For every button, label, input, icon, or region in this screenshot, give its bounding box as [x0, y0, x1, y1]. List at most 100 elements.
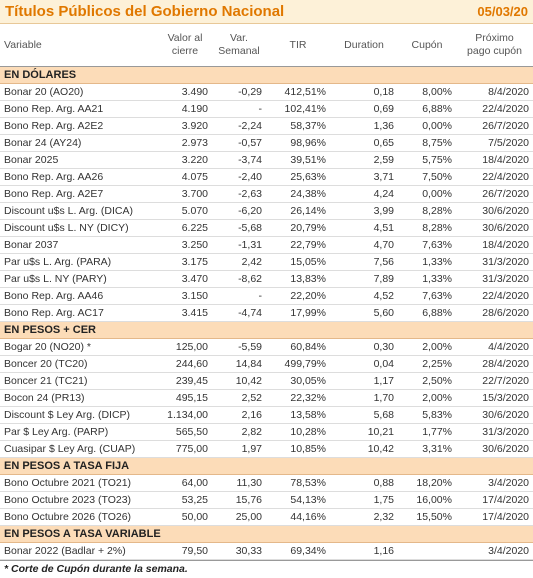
cell: 1,33%: [398, 253, 456, 271]
cell: 2.973: [158, 134, 212, 152]
header-text: Semanal: [218, 45, 260, 57]
cell: 4.075: [158, 168, 212, 186]
data-row: Par u$s L. Arg. (PARA) 3.175 2,42 15,05% 7,5…: [0, 253, 533, 271]
cell: 30/6/2020: [456, 440, 533, 458]
cell: -2,40: [212, 168, 266, 186]
cell: 15/3/2020: [456, 389, 533, 407]
cell: 11,30: [212, 474, 266, 492]
cell: 50,00: [158, 508, 212, 526]
cell: 8,75%: [398, 134, 456, 152]
cell: 0,18: [330, 83, 398, 101]
cell: -5,68: [212, 219, 266, 237]
cell: Bono Octubre 2021 (TO21): [0, 474, 158, 492]
header-text: Próximo: [475, 32, 514, 44]
header-text: pago cupón: [467, 45, 522, 57]
cell: 54,13%: [266, 491, 330, 509]
cell: 3.700: [158, 185, 212, 203]
cell: Bono Octubre 2023 (TO23): [0, 491, 158, 509]
cell: 10,42: [212, 372, 266, 390]
cell: 24,38%: [266, 185, 330, 203]
data-row: Bocon 24 (PR13) 495,15 2,52 22,32% 1,70 2,00%…: [0, 389, 533, 407]
cell: 22,79%: [266, 236, 330, 254]
cell: 0,65: [330, 134, 398, 152]
cell: Bonar 20 (AO20): [0, 83, 158, 101]
cell: 44,16%: [266, 508, 330, 526]
cell: 5,68: [330, 406, 398, 424]
cell: 26,14%: [266, 202, 330, 220]
cell: 15,76: [212, 491, 266, 509]
cell: Discount u$s L. NY (DICY): [0, 219, 158, 237]
cell: 31/3/2020: [456, 253, 533, 271]
cell: 17/4/2020: [456, 491, 533, 509]
cell: Bonar 24 (AY24): [0, 134, 158, 152]
cell: 8,00%: [398, 83, 456, 101]
cell: 39,51%: [266, 151, 330, 169]
cell: 2,42: [212, 253, 266, 271]
title: Títulos Públicos del Gobierno Nacional: [5, 3, 285, 20]
cell: 1,33%: [398, 270, 456, 288]
cell: 4.190: [158, 100, 212, 118]
cell: 5.070: [158, 202, 212, 220]
cell: 6.225: [158, 219, 212, 237]
header-text: Valor al: [167, 32, 203, 44]
cell: 3.250: [158, 236, 212, 254]
cell: [398, 542, 456, 560]
cell: -: [212, 287, 266, 305]
cell: 5,83%: [398, 406, 456, 424]
cell: 0,88: [330, 474, 398, 492]
cell: 31/3/2020: [456, 423, 533, 441]
cell: 8,28%: [398, 219, 456, 237]
cell: 2,59: [330, 151, 398, 169]
section-row: EN PESOS + CER: [0, 321, 533, 339]
cell: -0,57: [212, 134, 266, 152]
data-row: Bonar 20 (AO20) 3.490 -0,29 412,51% 0,18 8,00…: [0, 83, 533, 101]
cell: 22/7/2020: [456, 372, 533, 390]
cell: 7/5/2020: [456, 134, 533, 152]
cell: 3.220: [158, 151, 212, 169]
cell: 58,37%: [266, 117, 330, 135]
column-header: Valor al cierre: [158, 24, 212, 67]
cell: -8,62: [212, 270, 266, 288]
cell: -: [212, 100, 266, 118]
cell: -2,24: [212, 117, 266, 135]
cell: Bonar 2025: [0, 151, 158, 169]
cell: 31/3/2020: [456, 270, 533, 288]
cell: 4/4/2020: [456, 338, 533, 356]
header-text: cierre: [171, 45, 199, 57]
cell: -4,74: [212, 304, 266, 322]
cell: Par $ Ley Arg. (PARP): [0, 423, 158, 441]
data-row: Par $ Ley Arg. (PARP) 565,50 2,82 10,28% 10,…: [0, 423, 533, 441]
data-row: Bono Octubre 2026 (TO26) 50,00 25,00 44,16%…: [0, 508, 533, 526]
cell: 69,34%: [266, 542, 330, 560]
cell: 0,04: [330, 355, 398, 373]
cell: 1,77%: [398, 423, 456, 441]
data-row: Bono Rep. Arg. A2E7 3.700 -2,63 24,38% 4,24 0…: [0, 185, 533, 203]
cell: 499,79%: [266, 355, 330, 373]
cell: 3.150: [158, 287, 212, 305]
cell: 4,70: [330, 236, 398, 254]
footnote: * Corte de Cupón durante la semana.: [0, 560, 533, 578]
cell: 5,75%: [398, 151, 456, 169]
section-row: EN PESOS A TASA FIJA: [0, 457, 533, 475]
cell: 22,20%: [266, 287, 330, 305]
cell: 3.415: [158, 304, 212, 322]
cell: 28/4/2020: [456, 355, 533, 373]
cell: 102,41%: [266, 100, 330, 118]
cell: 1,17: [330, 372, 398, 390]
data-row: Bogar 20 (NO20) * 125,00 -5,59 60,84% 0,30 2,…: [0, 338, 533, 356]
section-row: EN DÓLARES: [0, 66, 533, 84]
cell: 3,71: [330, 168, 398, 186]
cell: 4,52: [330, 287, 398, 305]
cell: 79,50: [158, 542, 212, 560]
data-row: Discount u$s L. Arg. (DICA) 5.070 -6,20 26,…: [0, 202, 533, 220]
cell: 4,51: [330, 219, 398, 237]
cell: 7,50%: [398, 168, 456, 186]
data-row: Bono Octubre 2021 (TO21) 64,00 11,30 78,53%…: [0, 474, 533, 492]
cell: 1,75: [330, 491, 398, 509]
cell: 26/7/2020: [456, 117, 533, 135]
cell: 30/6/2020: [456, 202, 533, 220]
cell: 3/4/2020: [456, 474, 533, 492]
title-bar: Títulos Públicos del Gobierno Nacional 0…: [0, 0, 533, 24]
data-row: Bono Rep. Arg. A2E2 3.920 -2,24 58,37% 1,36 0…: [0, 117, 533, 135]
